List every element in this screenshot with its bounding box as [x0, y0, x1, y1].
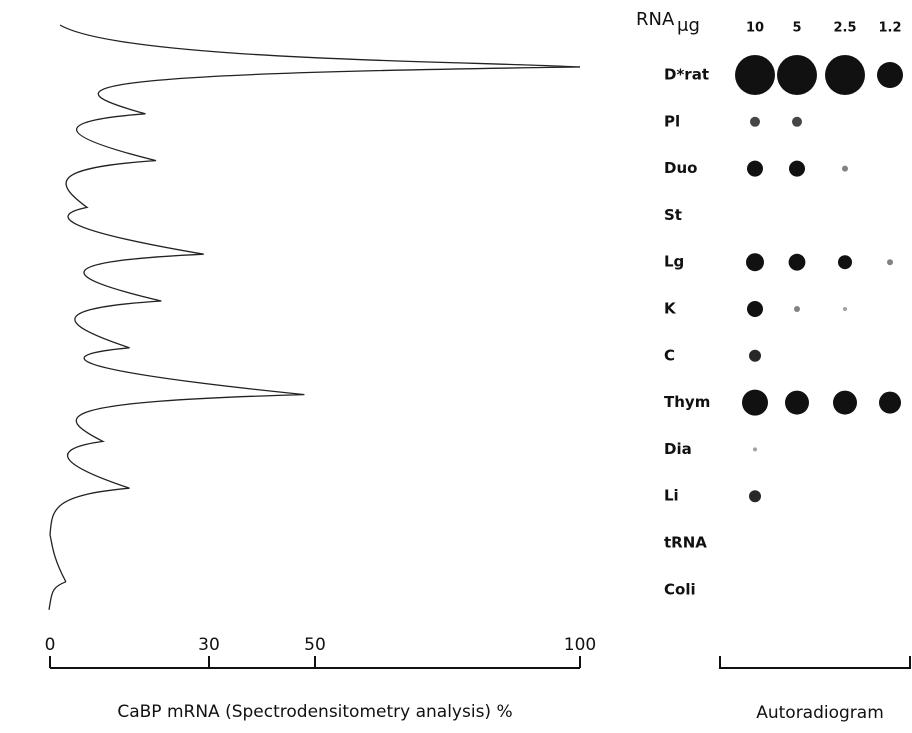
row-label: Dia	[664, 440, 692, 458]
spot	[792, 117, 802, 127]
spot	[747, 301, 763, 317]
rna-header: RNA	[636, 9, 675, 30]
x-tick-label: 0	[45, 635, 56, 655]
spot	[838, 255, 852, 269]
spot	[842, 166, 848, 172]
row-label: C	[664, 346, 675, 364]
x-tick-label: 50	[304, 635, 326, 655]
densitometry-trace	[50, 67, 580, 582]
spot	[789, 161, 805, 177]
x-axis-label: CaBP mRNA (Spectrodensitometry analysis)…	[117, 702, 512, 722]
spot	[749, 350, 761, 362]
spot	[750, 117, 760, 127]
column-label: 5	[792, 21, 801, 36]
spot	[789, 254, 806, 271]
row-label: St	[664, 206, 682, 224]
spot	[753, 447, 757, 451]
trace-tail	[49, 582, 66, 610]
spot	[887, 259, 893, 265]
spot	[742, 390, 768, 416]
autoradiogram-label: Autoradiogram	[756, 703, 884, 723]
spot	[843, 307, 847, 311]
spot	[825, 55, 865, 95]
row-label: Pl	[664, 112, 680, 130]
row-label: Coli	[664, 580, 696, 598]
spot	[785, 391, 809, 415]
spot	[794, 306, 800, 312]
spot	[746, 253, 764, 271]
row-label: Duo	[664, 159, 697, 177]
row-label: Lg	[664, 253, 684, 271]
spot	[735, 55, 775, 95]
row-label: Li	[664, 487, 679, 505]
x-tick-label: 30	[198, 635, 220, 655]
row-label: tRNA	[664, 534, 707, 552]
column-label: 10	[746, 21, 764, 36]
x-tick-label: 100	[564, 635, 596, 655]
spot	[877, 62, 903, 88]
column-label: 1.2	[878, 21, 901, 36]
row-label: D*rat	[664, 66, 709, 84]
spot	[747, 161, 763, 177]
autoradiogram-bracket	[720, 656, 910, 668]
figure: CaBP mRNA (Spectrodensitometry analysis)…	[0, 0, 912, 729]
unit-header: μg	[677, 15, 700, 36]
spot	[749, 490, 761, 502]
spot	[833, 391, 857, 415]
spot	[879, 392, 901, 414]
row-label: K	[664, 300, 677, 318]
row-label: Thym	[664, 393, 710, 411]
column-label: 2.5	[833, 21, 856, 36]
trace-lead	[60, 25, 580, 67]
spot	[777, 55, 817, 95]
